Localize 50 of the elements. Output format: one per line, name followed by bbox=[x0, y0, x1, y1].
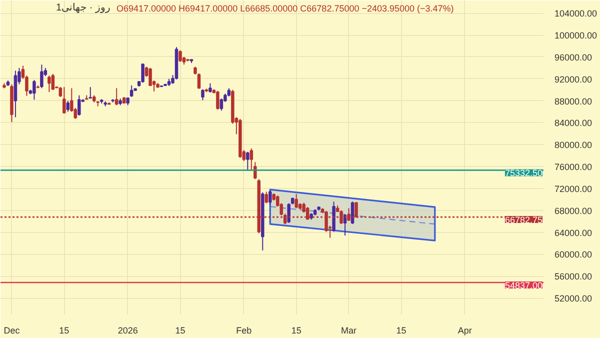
y-tick-label: 56000.00 bbox=[554, 272, 592, 282]
y-tick-label: 104000.00 bbox=[554, 8, 598, 19]
y-tick-label: 84000.00 bbox=[554, 118, 592, 128]
candlestick bbox=[114, 88, 118, 106]
candlestick bbox=[294, 193, 298, 209]
candlestick bbox=[58, 86, 62, 98]
y-tick-label: 52000.00 bbox=[554, 294, 592, 304]
candlestick bbox=[246, 151, 250, 172]
y-tick-label: 60000.00 bbox=[554, 250, 592, 260]
candlestick bbox=[201, 88, 204, 101]
candlestick bbox=[62, 86, 66, 114]
candlestick bbox=[197, 72, 201, 90]
candlestick bbox=[268, 190, 272, 206]
ref-line-label: 54837.00 bbox=[504, 280, 543, 291]
x-tick-label: Dec bbox=[4, 326, 20, 336]
candlestick bbox=[216, 90, 220, 110]
x-tick-label: Feb bbox=[236, 326, 252, 336]
y-tick-label: 92000.00 bbox=[554, 74, 592, 84]
candlestick bbox=[264, 191, 268, 204]
x-tick-label: 15 bbox=[175, 326, 186, 336]
candlestick bbox=[32, 79, 36, 100]
y-tick-label: 100000.00 bbox=[554, 30, 598, 41]
ref-line-label: 75332.50 bbox=[504, 168, 543, 178]
x-tick-label: 2026 bbox=[118, 326, 138, 336]
chart-title: 1روز · جهانی bbox=[56, 2, 111, 14]
candlestick bbox=[66, 100, 70, 112]
candlestick bbox=[287, 202, 290, 224]
x-tick-label: 15 bbox=[396, 326, 406, 336]
ref-line-label: 66782.75 bbox=[504, 215, 543, 226]
x-tick-label: Mar bbox=[341, 326, 357, 336]
candlestick bbox=[48, 75, 51, 93]
candlestick bbox=[141, 63, 144, 84]
chart-subtitle: O69417.00000 H69417.00000 L66685.00000 C66782.75000 −2403.95000 (−3.47%) bbox=[116, 4, 454, 14]
y-tick-label: 80000.00 bbox=[554, 140, 592, 150]
x-tick-label: 15 bbox=[291, 326, 302, 336]
candlestick bbox=[178, 50, 182, 62]
candlestick bbox=[350, 201, 354, 225]
y-tick-label: 88000.00 bbox=[554, 96, 592, 106]
candlestick bbox=[208, 82, 212, 94]
x-tick-label: 15 bbox=[59, 326, 70, 336]
y-tick-label: 96000.00 bbox=[554, 52, 592, 62]
candlestick bbox=[130, 84, 134, 98]
candlestick bbox=[78, 94, 81, 116]
candlestick bbox=[51, 73, 55, 90]
candlestick bbox=[40, 64, 44, 89]
y-tick-label: 64000.00 bbox=[554, 228, 592, 238]
y-tick-label: 76000.00 bbox=[554, 162, 592, 172]
y-tick-label: 68000.00 bbox=[554, 206, 592, 216]
y-tick-label: 72000.00 bbox=[554, 184, 592, 194]
x-tick-label: Apr bbox=[458, 326, 472, 336]
